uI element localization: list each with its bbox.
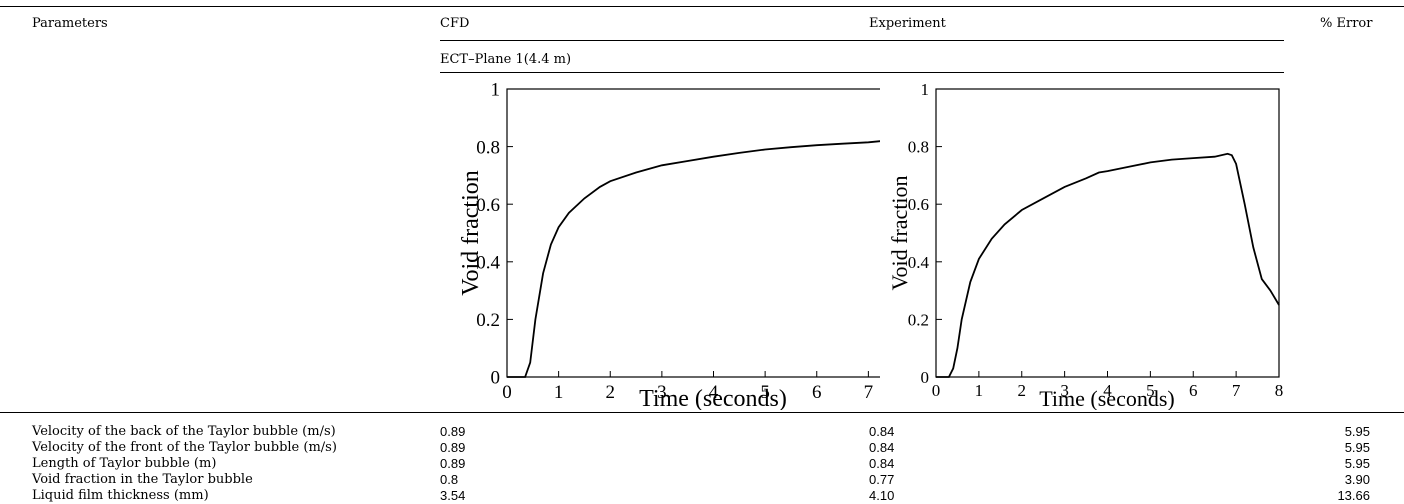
row-error-value: 13.66 — [1337, 488, 1370, 503]
header-parameters: Parameters — [32, 16, 108, 31]
row-error-value: 3.90 — [1344, 472, 1370, 487]
row-cfd-value: 0.89 — [440, 440, 466, 455]
body-top-rule — [0, 412, 1404, 413]
cfd-y-tick-label: 1 — [491, 80, 501, 101]
header-rule — [440, 40, 1284, 41]
row-experiment-value: 0.84 — [869, 440, 895, 455]
experiment-y-tick-label: 0 — [921, 368, 930, 387]
experiment-x-tick-label: 3 — [1060, 381, 1069, 400]
experiment-x-tick-label: 8 — [1275, 381, 1284, 400]
row-cfd-value: 0.89 — [440, 456, 466, 471]
cfd-y-tick-label: 0.2 — [476, 310, 500, 331]
row-cfd-value: 3.54 — [440, 488, 466, 503]
cfd-series-line — [507, 140, 880, 378]
experiment-x-tick-label: 0 — [932, 381, 941, 400]
row-parameter: Velocity of the front of the Taylor bubb… — [32, 440, 337, 455]
experiment-y-tick-label: 1 — [921, 80, 930, 99]
cfd-x-tick-label: 3 — [657, 382, 667, 403]
row-parameter: Liquid film thickness (mm) — [32, 488, 209, 503]
experiment-x-tick-label: 7 — [1232, 381, 1241, 400]
experiment-chart: 0 0.2 0.4 0.6 0.8 1 0 1 2 3 4 5 6 7 8 Void fraction T… — [869, 80, 1289, 410]
experiment-x-tick-label: 6 — [1189, 381, 1198, 400]
experiment-x-tick-label: 1 — [975, 381, 984, 400]
cfd-x-tick-label: 7 — [864, 382, 874, 403]
row-error-value: 5.95 — [1344, 424, 1370, 439]
cfd-x-tick-label: 6 — [812, 382, 822, 403]
row-experiment-value: 4.10 — [869, 488, 895, 503]
row-parameter: Void fraction in the Taylor bubble — [32, 472, 253, 487]
row-experiment-value: 0.84 — [869, 424, 895, 439]
row-cfd-value: 0.8 — [440, 472, 459, 487]
row-parameter: Velocity of the back of the Taylor bubbl… — [32, 424, 336, 439]
experiment-x-tick-label: 4 — [1103, 381, 1112, 400]
experiment-y-tick-label: 0.2 — [908, 310, 929, 329]
cfd-x-tick-label: 1 — [554, 382, 564, 403]
cfd-x-tick-label: 2 — [606, 382, 616, 403]
cfd-y-tick-label: 0.6 — [476, 195, 500, 216]
table-top-rule — [0, 6, 1404, 7]
subheader-rule — [440, 72, 1284, 73]
row-cfd-value: 0.89 — [440, 424, 466, 439]
row-experiment-value: 0.77 — [869, 472, 895, 487]
experiment-x-tick-label: 2 — [1018, 381, 1027, 400]
experiment-y-ticks: 0 0.2 0.4 0.6 0.8 1 — [908, 80, 942, 387]
row-parameter: Length of Taylor bubble (m) — [32, 456, 217, 471]
row-error-value: 5.95 — [1344, 456, 1370, 471]
cfd-x-axis-label: Time (seconds) — [639, 386, 787, 410]
header-cfd: CFD — [440, 16, 470, 31]
experiment-y-tick-label: 0.4 — [908, 253, 930, 272]
experiment-x-tick-label: 5 — [1146, 381, 1155, 400]
row-experiment-value: 0.84 — [869, 456, 895, 471]
row-error-value: 5.95 — [1344, 440, 1370, 455]
experiment-plot-area: 0 0.2 0.4 0.6 0.8 1 0 1 2 3 4 5 6 7 8 — [908, 80, 1284, 400]
experiment-series-line — [936, 152, 1280, 378]
cfd-x-tick-label: 5 — [760, 382, 770, 403]
cfd-x-tick-label: 0 — [502, 382, 512, 403]
header-experiment: Experiment — [869, 16, 946, 31]
experiment-plot-frame — [935, 88, 1280, 378]
experiment-y-axis-label: Void fraction — [887, 175, 912, 290]
experiment-y-tick-label: 0.8 — [908, 138, 929, 157]
cfd-y-ticks: 0 0.2 0.4 0.6 0.8 1 — [476, 80, 513, 389]
cfd-y-tick-label: 0 — [491, 368, 501, 389]
subheader-plane: ECT–Plane 1(4.4 m) — [440, 52, 572, 67]
cfd-y-axis-label: Void fraction — [458, 170, 484, 296]
cfd-x-tick-label: 4 — [709, 382, 719, 403]
cfd-y-tick-label: 0.8 — [476, 137, 500, 158]
experiment-x-axis-label: Time (seconds) — [1039, 386, 1174, 410]
cfd-plot-frame — [506, 88, 880, 378]
experiment-x-ticks: 0 1 2 3 4 5 6 7 8 — [932, 371, 1284, 400]
experiment-y-tick-label: 0.6 — [908, 195, 929, 214]
experiment-chart-svg: 0 0.2 0.4 0.6 0.8 1 0 1 2 3 4 5 6 7 8 Void fraction T… — [887, 80, 1284, 410]
cfd-y-tick-label: 0.4 — [476, 252, 500, 273]
header-error: % Error — [1320, 16, 1373, 31]
